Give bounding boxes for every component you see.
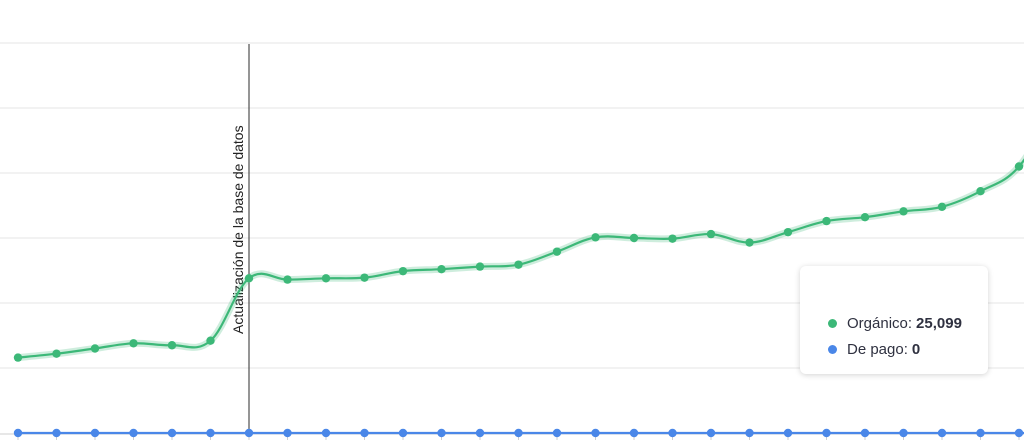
- organic-point: [244, 274, 254, 283]
- annotations: Actualización de la base de datos: [230, 44, 250, 433]
- organic-point: [52, 349, 61, 358]
- paid-point: [822, 428, 831, 438]
- tooltip-label-paid: De pago:: [847, 340, 908, 358]
- organic-point: [745, 238, 754, 247]
- tooltip-row-paid: De pago: 0: [828, 336, 988, 362]
- organic-point: [860, 213, 870, 222]
- organic-point: [706, 229, 716, 239]
- paid-point: [937, 428, 947, 438]
- paid-point: [552, 428, 562, 438]
- organic-point: [321, 274, 331, 283]
- organic-point: [899, 207, 908, 216]
- organic-point: [90, 344, 100, 353]
- organic-point: [129, 339, 138, 348]
- paid-point: [783, 428, 793, 438]
- organic-point: [937, 202, 947, 211]
- organic-legend-dot: [828, 318, 837, 328]
- paid-point: [52, 428, 61, 438]
- organic-point: [514, 260, 523, 269]
- paid-point: [90, 428, 100, 438]
- paid-point: [398, 428, 408, 438]
- paid-point: [129, 428, 138, 438]
- paid-point: [206, 428, 215, 438]
- paid-point: [283, 428, 292, 438]
- paid-point: [475, 428, 485, 438]
- paid-point: [13, 428, 23, 438]
- organic-point: [552, 247, 562, 256]
- paid-point: [167, 428, 177, 438]
- paid-point: [244, 428, 254, 438]
- paid-point: [860, 428, 870, 438]
- organic-point: [13, 353, 23, 362]
- paid-point: [1014, 428, 1024, 438]
- organic-point: [437, 265, 446, 274]
- paid-point: [899, 428, 908, 438]
- hover-tooltip: Orgánico: 25,099 De pago: 0: [800, 266, 988, 374]
- organic-point: [668, 234, 677, 243]
- organic-point: [976, 187, 985, 196]
- organic-point: [783, 227, 793, 237]
- organic-point: [591, 233, 600, 242]
- paid-point: [629, 428, 639, 438]
- grid-lines: [0, 42, 1024, 440]
- tooltip-value-paid: 0: [911, 340, 921, 358]
- tooltip-label-organic: Orgánico:: [847, 314, 913, 332]
- paid-point: [706, 428, 716, 438]
- tooltip-value-organic: 25,099: [916, 314, 962, 332]
- organic-point: [283, 275, 292, 284]
- organic-point: [167, 341, 177, 350]
- paid-point: [514, 428, 523, 438]
- paid-point: [591, 428, 600, 438]
- organic-line: [17, 158, 1024, 359]
- paid-legend-dot: [828, 344, 837, 354]
- organic-point: [475, 262, 485, 271]
- organic-point: [1014, 162, 1024, 171]
- annotation-label: Actualización de la base de datos: [230, 125, 246, 334]
- series-layer: [13, 153, 1024, 438]
- paid-point: [976, 428, 985, 438]
- organic-point: [206, 336, 215, 345]
- paid-point: [437, 428, 446, 438]
- tooltip-row-organic: Orgánico: 25,099: [828, 310, 988, 336]
- organic-point: [360, 273, 369, 282]
- paid-point: [360, 428, 369, 438]
- paid-point: [745, 428, 754, 438]
- paid-point: [321, 428, 331, 438]
- organic-point: [822, 216, 831, 226]
- paid-point: [668, 428, 677, 438]
- organic-point: [398, 266, 408, 276]
- organic-point: [629, 233, 639, 243]
